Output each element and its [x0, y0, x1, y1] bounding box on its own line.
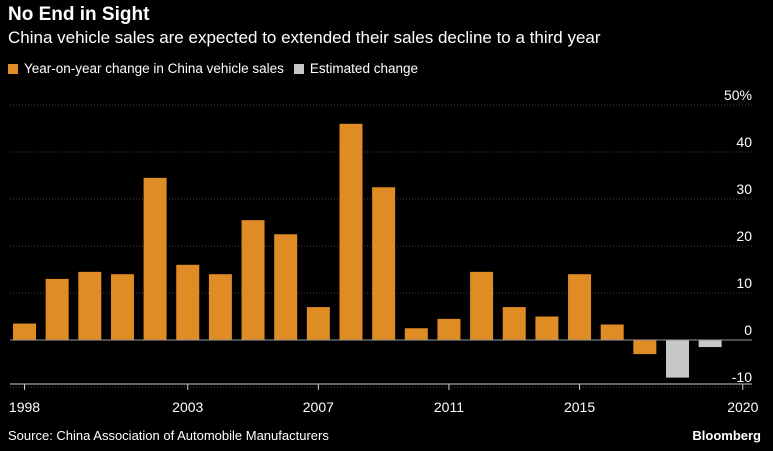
bar-actual: [274, 234, 298, 340]
x-tick-label: 2003: [172, 399, 203, 415]
bar-actual: [143, 177, 167, 340]
bar-actual: [404, 328, 428, 340]
x-tick-label: 2011: [434, 399, 464, 415]
bar-actual: [437, 318, 461, 340]
bar-actual: [208, 274, 232, 340]
bar-estimated: [666, 340, 689, 378]
bar-actual: [78, 271, 102, 340]
bar-actual: [241, 220, 265, 340]
bar-actual: [306, 307, 330, 340]
y-tick-label: 50%: [724, 87, 752, 103]
x-tick-label: 2020: [727, 399, 758, 415]
legend-label-estimated: Estimated change: [309, 61, 418, 76]
bar-actual: [633, 340, 657, 355]
y-tick-label: 30: [736, 181, 752, 197]
x-tick-label: 1998: [9, 399, 40, 415]
bar-actual: [13, 323, 36, 340]
y-tick-label: 10: [736, 275, 752, 291]
bar-actual: [470, 271, 494, 340]
chart-subtitle: China vehicle sales are expected to exte…: [8, 28, 601, 47]
legend-swatch-actual: [8, 63, 18, 74]
bar-actual: [372, 187, 396, 340]
legend: Year-on-year change in China vehicle sal…: [8, 61, 428, 76]
y-tick-label: 40: [736, 134, 752, 150]
source-note: Source: China Association of Automobile …: [8, 428, 329, 443]
brand-logo: Bloomberg: [692, 428, 761, 443]
legend-swatch-estimated: [293, 63, 304, 74]
x-tick-label: 2015: [564, 399, 595, 415]
x-tick-label: 2007: [303, 399, 334, 415]
bar-actual: [176, 264, 200, 340]
legend-item-actual: Year-on-year change in China vehicle sal…: [8, 61, 284, 76]
bar-actual: [502, 307, 526, 340]
bar-estimated: [698, 340, 722, 348]
y-tick-label: 20: [736, 228, 752, 244]
y-tick-label: 0: [744, 322, 752, 338]
legend-label-actual: Year-on-year change in China vehicle sal…: [24, 61, 284, 76]
y-tick-label: -10: [732, 369, 752, 385]
bar-actual: [535, 316, 559, 340]
legend-item-estimated: Estimated change: [293, 61, 418, 76]
chart-title: No End in Sight: [8, 4, 150, 25]
bar-actual: [600, 324, 624, 340]
bar-actual: [339, 123, 363, 340]
bar-actual: [110, 274, 134, 340]
bar-actual: [45, 278, 69, 340]
bar-actual: [568, 274, 592, 340]
